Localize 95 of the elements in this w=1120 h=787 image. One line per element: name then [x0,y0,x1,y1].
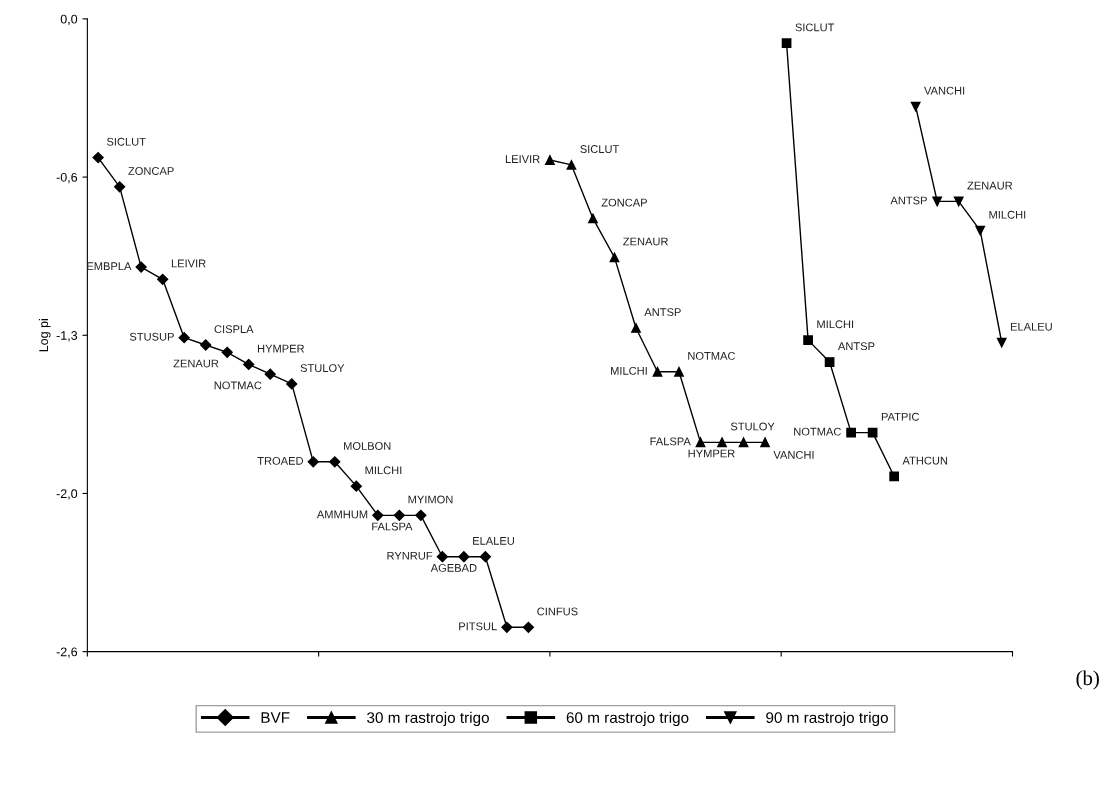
point [889,471,900,482]
point [566,160,577,170]
data-label: NOTMAC [688,351,736,360]
point [114,181,126,193]
point [350,480,362,492]
data-label: VANCHI [924,86,965,95]
y-tick-label: -2,0 [56,489,78,500]
point [975,225,986,236]
data-label: ELALEU [473,537,514,545]
data-label: AMMHUM [316,510,368,519]
legend-label: 60 m rastrojo trigo [566,711,689,727]
data-label: ANTSP [644,308,681,317]
point [695,437,706,448]
data-label: CINFUS [537,607,578,616]
point [221,346,233,358]
point [846,427,856,438]
legend-label: 30 m rastrojo trigo [367,711,489,727]
data-label: NOTMAC [214,381,262,390]
point [264,368,276,380]
point [996,337,1007,348]
data-label: MILCHI [989,210,1026,219]
point [135,261,147,273]
point [92,152,104,164]
data-label: MILCHI [611,366,647,375]
y-tick-label: -0,6 [56,172,78,184]
point [609,252,620,263]
data-label: SICLUT [580,145,620,153]
data-label: PITSUL [459,622,497,631]
y-tick-label: -2,6 [56,647,78,658]
data-label: STUSUP [129,332,174,341]
point [717,437,727,448]
point [178,332,190,344]
point [243,358,255,371]
data-label: MILCHI [365,466,402,475]
point [803,335,813,345]
data-label: ZONCAP [601,198,647,207]
point [953,196,964,207]
data-label: MILCHI [817,320,854,329]
point [781,38,792,49]
data-label: ZENAUR [173,359,219,368]
data-label: ATHCUN [902,456,948,465]
legend-label: BVF [261,712,290,723]
point [824,357,835,367]
data-label: SICLUT [106,137,146,146]
data-label: HYMPER [257,344,305,353]
point [436,551,448,563]
data-label: MYIMON [408,495,453,504]
point [631,323,641,333]
point [738,437,749,448]
point [200,339,212,351]
data-label: ZENAUR [623,237,668,246]
data-label: CISPLA [214,325,254,334]
point [479,551,491,563]
point [501,621,513,633]
data-label: ELALEU [1010,322,1052,331]
point [372,509,384,521]
point [674,366,684,377]
data-label: LEIVIR [505,155,540,163]
point [329,456,341,468]
data-label: VANCHI [773,450,814,459]
y-tick-label: -1,3 [56,331,78,342]
point [760,437,770,448]
data-label: STULOY [730,422,775,431]
point [157,273,169,285]
y-tick-label: 0,0 [60,14,78,26]
point [415,509,427,521]
point [588,213,598,224]
point [458,551,470,563]
data-label: FALSPA [650,437,691,446]
data-label: FALSPA [372,522,413,531]
data-label: NOTMAC [794,427,841,436]
data-label: ANTSP [837,342,875,351]
legend-label: 90 m rastrojo trigo [766,711,888,727]
data-label: HYMPER [688,449,735,458]
data-label: SICLUT [795,23,835,32]
data-label: MOLBON [344,442,391,450]
data-label: RYNRUF [387,551,433,560]
data-label: LEIVIR [171,259,206,268]
data-label: AGEBAD [430,563,477,572]
data-label: PATPIC [881,412,920,421]
point [545,155,555,165]
data-label: STULOY [300,364,345,373]
point [652,366,663,377]
y-axis-title: Log pi [38,319,51,352]
point [522,621,535,633]
point [286,378,298,390]
data-label: ANTSP [890,196,927,205]
data-label: TROAED [257,456,304,465]
data-label: ZONCAP [128,167,174,175]
point [307,456,319,468]
text: (b) [1076,670,1099,690]
data-label: ZENAUR [967,181,1013,190]
point [910,101,921,112]
point [932,196,943,207]
point [393,509,405,521]
